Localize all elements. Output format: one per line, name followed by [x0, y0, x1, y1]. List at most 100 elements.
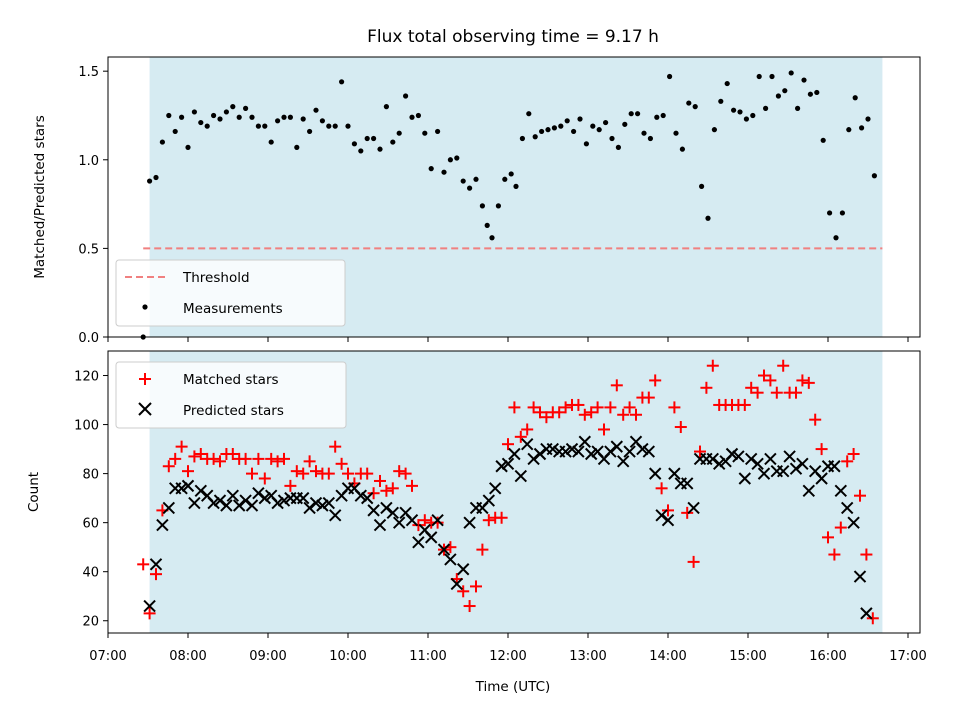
measurement-point: [313, 107, 319, 113]
predicted-star-point: [565, 442, 579, 456]
measurement-point: [782, 88, 788, 94]
y-tick-label: 120: [74, 370, 99, 385]
matched-star-point: [674, 421, 687, 434]
measurement-point: [513, 183, 519, 189]
predicted-star-point: [188, 496, 201, 510]
matched-star-point: [246, 467, 258, 480]
ratio-panel-legend: Threshold Measurements: [115, 259, 346, 327]
matched-star-point: [815, 443, 828, 456]
measurement-point: [846, 127, 852, 133]
measurement-point: [615, 144, 622, 150]
measurement-point: [185, 144, 191, 150]
predicted-star-point: [296, 491, 310, 505]
y-tick-label: 1.5: [78, 65, 99, 80]
legend-measurements-label: Measurements: [183, 301, 283, 317]
predicted-star-point: [258, 491, 272, 505]
matched-star-point: [860, 548, 873, 561]
matched-star-point: [610, 379, 623, 392]
predicted-star-point: [834, 484, 848, 497]
count-panel-x-axis: 07:00 08:00 09:00 10:00 11:00 12:00 13:00 14:00…: [89, 633, 927, 664]
predicted-star-point: [277, 494, 291, 507]
matched-star-point: [770, 386, 783, 399]
measurement-point: [454, 155, 460, 161]
predicted-star-point: [840, 501, 854, 515]
predicted-star-point: [316, 499, 329, 512]
measurement-point: [415, 112, 421, 119]
legend-matched-swatch: [139, 373, 151, 385]
predicted-star-point: [424, 531, 438, 544]
predicted-star-point: [610, 440, 624, 453]
measurement-point: [545, 127, 551, 133]
measurement-point: [724, 80, 730, 87]
measurement-point: [428, 166, 434, 172]
predicted-star-point: [559, 445, 572, 458]
measurement-point: [564, 118, 570, 124]
x-tick-label: 12:00: [489, 649, 526, 664]
legend-predicted-label: Predicted stars: [183, 403, 284, 419]
matched-star-point: [182, 465, 194, 478]
predicted-star-point: [642, 445, 656, 458]
predicted-star-point: [815, 472, 828, 485]
predicted-star-point: [572, 445, 585, 458]
predicted-star-point: [712, 457, 726, 471]
matched-star-point: [271, 455, 284, 468]
measurement-point: [460, 178, 466, 184]
measurement-point: [775, 93, 782, 99]
y-tick-label: 1.0: [78, 154, 99, 169]
measurement-point: [268, 139, 274, 145]
legend-matched-label: Matched stars: [183, 372, 279, 388]
matched-star-point: [802, 376, 815, 389]
count-panel-ylabel: Count: [26, 472, 42, 512]
measurement-point: [769, 73, 775, 80]
predicted-star-point: [245, 499, 259, 512]
matched-star-point: [226, 447, 239, 460]
predicted-star-point: [623, 445, 636, 458]
legend-box: [115, 361, 347, 429]
predicted-star-point: [456, 563, 470, 576]
measurement-point: [204, 123, 210, 129]
measurement-point: [596, 127, 602, 133]
measurement-point: [287, 114, 293, 120]
x-tick-label: 07:00: [89, 649, 126, 664]
predicted-star-point: [495, 460, 508, 473]
measurement-point: [667, 73, 673, 80]
measurement-point: [795, 105, 801, 111]
predicted-star-point: [271, 496, 284, 510]
y-tick-label: 0.5: [78, 242, 99, 257]
predicted-star-point: [194, 484, 208, 497]
predicted-star-point: [508, 447, 521, 461]
measurement-point: [217, 116, 223, 122]
measurement-point: [508, 171, 514, 177]
measurement-point: [788, 70, 794, 76]
measurement-point: [807, 91, 814, 97]
measurement-point: [281, 114, 287, 120]
predicted-star-point: [514, 469, 528, 483]
matched-star-point: [854, 489, 866, 502]
measurement-point: [603, 119, 609, 126]
measurement-point: [441, 169, 447, 175]
legend-threshold-label: Threshold: [182, 270, 250, 286]
matched-star-point: [380, 484, 393, 497]
measurement-point: [326, 123, 332, 129]
matched-star-point: [374, 474, 386, 487]
ratio-panel-y-axis: 0.0 0.5 1.0 1.5: [78, 65, 108, 346]
matched-star-point: [642, 391, 655, 404]
measurement-point: [255, 123, 261, 129]
measurement-point: [731, 107, 737, 113]
matched-star-point: [194, 447, 207, 460]
measurement-point: [484, 222, 490, 228]
measurement-point: [679, 146, 686, 152]
matched-star-point: [796, 374, 809, 387]
measurement-point: [718, 98, 724, 104]
predicted-star-point: [360, 491, 374, 505]
x-tick-label: 14:00: [649, 649, 686, 664]
measurement-point: [699, 183, 705, 189]
measurement-point: [583, 141, 590, 147]
matched-star-point: [406, 479, 418, 492]
predicted-star-point: [796, 457, 809, 471]
predicted-star-point: [604, 445, 617, 458]
predicted-star-points: [143, 435, 873, 620]
measurement-point: [635, 111, 641, 117]
measurement-point: [275, 118, 281, 124]
predicted-star-point: [431, 513, 444, 527]
